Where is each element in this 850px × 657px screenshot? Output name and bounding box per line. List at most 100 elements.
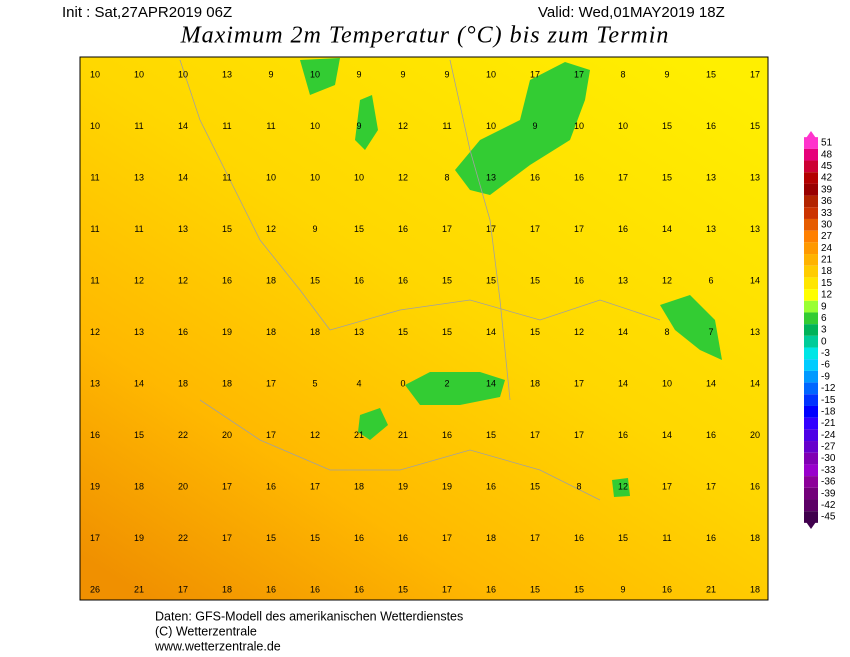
temperature-label: 20	[750, 430, 760, 440]
temperature-label: 16	[310, 584, 320, 594]
legend-swatch	[804, 511, 818, 523]
temperature-label: 16	[354, 584, 364, 594]
temperature-label: 18	[178, 378, 188, 388]
temperature-label: 9	[312, 224, 317, 234]
footer-source: Daten: GFS-Modell des amerikanischen Wet…	[155, 609, 463, 623]
temperature-label: 17	[266, 378, 276, 388]
temperature-label: 17	[574, 224, 584, 234]
temperature-label: 16	[706, 430, 716, 440]
temperature-label: 16	[706, 533, 716, 543]
temperature-label: 21	[398, 430, 408, 440]
temperature-label: 15	[398, 327, 408, 337]
temperature-label: 16	[398, 533, 408, 543]
temperature-label: 12	[398, 121, 408, 131]
legend-label: -3	[821, 348, 830, 359]
temperature-label: 4	[356, 378, 361, 388]
legend-label: -9	[821, 371, 830, 382]
temperature-label: 16	[266, 481, 276, 491]
temperature-label: 16	[750, 481, 760, 491]
legend-label: 9	[821, 301, 827, 312]
temperature-label: 14	[662, 430, 672, 440]
temperature-label: 10	[310, 69, 320, 79]
legend-label: -42	[821, 500, 836, 511]
temperature-label: 14	[178, 172, 188, 182]
legend-swatch	[804, 195, 818, 208]
legend-swatch	[804, 405, 818, 418]
temperature-label: 5	[312, 378, 317, 388]
legend-label: -36	[821, 477, 836, 488]
temperature-label: 11	[222, 121, 231, 131]
temperature-label: 11	[90, 172, 99, 182]
map-area	[79, 56, 769, 601]
temperature-label: 15	[530, 584, 540, 594]
legend-swatch	[804, 137, 818, 149]
legend-label: 33	[821, 208, 833, 219]
temperature-label: 15	[662, 172, 672, 182]
temperature-label: 20	[222, 430, 232, 440]
temperature-label: 16	[354, 275, 364, 285]
temperature-label: 10	[310, 121, 320, 131]
temperature-label: 12	[178, 275, 188, 285]
temperature-label: 15	[442, 275, 452, 285]
legend-swatch	[804, 487, 818, 500]
temperature-label: 17	[222, 533, 232, 543]
temperature-label: 19	[90, 481, 100, 491]
legend-swatch	[804, 441, 818, 453]
temperature-label: 14	[618, 327, 628, 337]
temperature-label: 15	[618, 533, 628, 543]
temperature-label: 17	[222, 481, 232, 491]
temperature-label: 15	[530, 275, 540, 285]
temperature-label: 16	[574, 275, 584, 285]
temperature-label: 2	[444, 378, 449, 388]
temperature-label: 11	[266, 121, 275, 131]
temperature-label: 20	[178, 481, 188, 491]
legend-label: -39	[821, 488, 836, 499]
legend-swatch	[804, 148, 818, 161]
temperature-label: 17	[486, 224, 496, 234]
legend-label: -24	[821, 430, 836, 441]
temperature-label: 8	[444, 172, 449, 182]
temperature-label: 19	[222, 327, 232, 337]
temperature-label: 0	[400, 378, 405, 388]
temperature-label: 11	[662, 533, 671, 543]
temperature-labels: 10 10 10 13 9 10 9 9 9 10 17 17 8 9 15 17 10 11 14 11 11 10 9 1…	[90, 69, 760, 594]
temperature-label: 15	[310, 533, 320, 543]
legend-swatch	[804, 382, 818, 395]
legend-swatch	[804, 499, 818, 512]
temperature-label: 21	[706, 584, 716, 594]
init-time: Init : Sat,27APR2019 06Z	[62, 4, 232, 21]
temperature-label: 16	[662, 584, 672, 594]
temperature-label: 7	[708, 327, 713, 337]
temperature-label: 11	[134, 224, 143, 234]
temperature-label: 17	[530, 69, 540, 79]
temperature-label: 17	[90, 533, 100, 543]
temperature-label: 10	[486, 69, 496, 79]
temperature-label: 13	[706, 224, 716, 234]
temperature-label: 26	[90, 584, 100, 594]
temperature-label: 10	[662, 378, 672, 388]
temperature-label: 19	[134, 533, 144, 543]
legend-label: -12	[821, 383, 836, 394]
map-title: Maximum 2m Temperatur (°C) bis zum Termi…	[180, 23, 670, 49]
temperature-label: 18	[222, 584, 232, 594]
legend-swatch	[804, 230, 818, 243]
temperature-label: 16	[442, 430, 452, 440]
temperature-label: 18	[354, 481, 364, 491]
temperature-label: 11	[90, 275, 99, 285]
temperature-label: 14	[134, 378, 144, 388]
temperature-label: 19	[398, 481, 408, 491]
temperature-label: 15	[574, 584, 584, 594]
temperature-label: 12	[266, 224, 276, 234]
temperature-label: 16	[266, 584, 276, 594]
temperature-label: 12	[574, 327, 584, 337]
legend-label: -6	[821, 360, 830, 371]
legend-label: 27	[821, 231, 833, 242]
temperature-label: 10	[486, 121, 496, 131]
temperature-label: 10	[574, 121, 584, 131]
temperature-label: 11	[442, 121, 451, 131]
temperature-label: 10	[178, 69, 188, 79]
temperature-label: 10	[310, 172, 320, 182]
temperature-label: 17	[442, 533, 452, 543]
temperature-label: 13	[750, 172, 760, 182]
temperature-label: 16	[354, 533, 364, 543]
